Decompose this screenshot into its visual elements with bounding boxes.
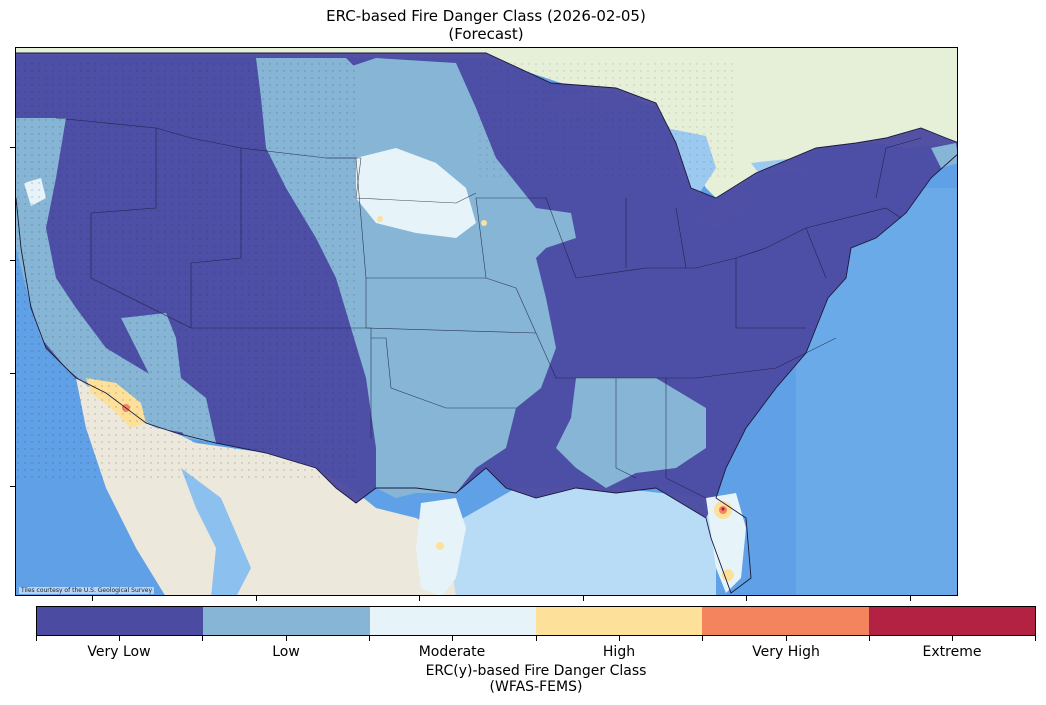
x-tick — [583, 596, 584, 601]
colorbar-tick — [452, 636, 453, 641]
data-stipple — [476, 58, 736, 178]
legend-swatch-very-high — [702, 607, 869, 635]
data-stipple — [16, 58, 356, 478]
y-tick — [10, 147, 15, 148]
colorbar-tick — [1035, 636, 1036, 641]
low-region-maine — [931, 143, 957, 168]
colorbar-tick — [119, 636, 120, 641]
x-tick — [256, 596, 257, 601]
x-tick — [746, 596, 747, 601]
x-tick — [92, 596, 93, 601]
legend-label-very-high: Very High — [752, 644, 820, 660]
colorbar-tick — [536, 636, 537, 641]
high-spot-texas — [436, 542, 444, 550]
high-spot-dakotas — [377, 216, 383, 222]
colorbar-tick — [952, 636, 953, 641]
colorbar-tick — [786, 636, 787, 641]
title-line-2: (Forecast) — [448, 25, 524, 43]
high-spot-minnesota — [481, 220, 487, 226]
gulf-of-california — [181, 468, 251, 595]
state-boundaries — [55, 117, 922, 499]
legend-label-high: High — [602, 644, 636, 660]
legend-title-line-1: ERC(y)-based Fire Danger Class — [425, 663, 647, 679]
legend-swatch-high — [535, 607, 703, 635]
basemap-credit: Tiles courtesy of the U.S. Geological Su… — [19, 587, 155, 594]
legend-label-very-low: Very Low — [87, 644, 151, 660]
extreme-spot-florida — [721, 507, 725, 511]
moderate-region-florida — [706, 493, 746, 593]
x-tick — [419, 596, 420, 601]
legend-title-line-2: (WFAS-FEMS) — [489, 679, 583, 695]
colorbar-tick — [286, 636, 287, 641]
legend-label-low: Low — [272, 644, 300, 660]
colorbar-tick — [869, 636, 870, 641]
y-tick — [10, 260, 15, 261]
low-region-north-central — [346, 58, 576, 248]
title-line-1: ERC-based Fire Danger Class (2026-02-05) — [326, 7, 646, 25]
legend-swatch-low — [203, 607, 370, 635]
y-tick — [10, 373, 15, 374]
legend-swatch-very-low — [37, 607, 204, 635]
colorbar-tick — [702, 636, 703, 641]
moderate-region-dakotas — [356, 148, 476, 238]
legend-label-moderate: Moderate — [418, 644, 486, 660]
map-panel[interactable]: Tiles courtesy of the U.S. Geological Su… — [15, 47, 958, 596]
gulf-coast-water — [446, 488, 716, 595]
high-spot-florida-south — [722, 569, 734, 581]
us-outline — [16, 52, 957, 594]
colorbar-tick — [619, 636, 620, 641]
legend-swatch-extreme — [868, 607, 1035, 635]
x-tick — [910, 596, 911, 601]
chart-title: ERC-based Fire Danger Class (2026-02-05)… — [0, 7, 972, 43]
legend-title: ERC(y)-based Fire Danger Class (WFAS-FEM… — [336, 663, 736, 695]
low-region-southeast — [556, 378, 706, 488]
legend-label-extreme: Extreme — [922, 644, 982, 660]
legend-swatch-moderate — [369, 607, 536, 635]
y-tick — [10, 486, 15, 487]
fire-danger-map — [16, 48, 957, 595]
legend-colorbar — [36, 606, 1036, 636]
colorbar-tick — [369, 636, 370, 641]
colorbar-tick — [36, 636, 37, 641]
colorbar-tick — [202, 636, 203, 641]
